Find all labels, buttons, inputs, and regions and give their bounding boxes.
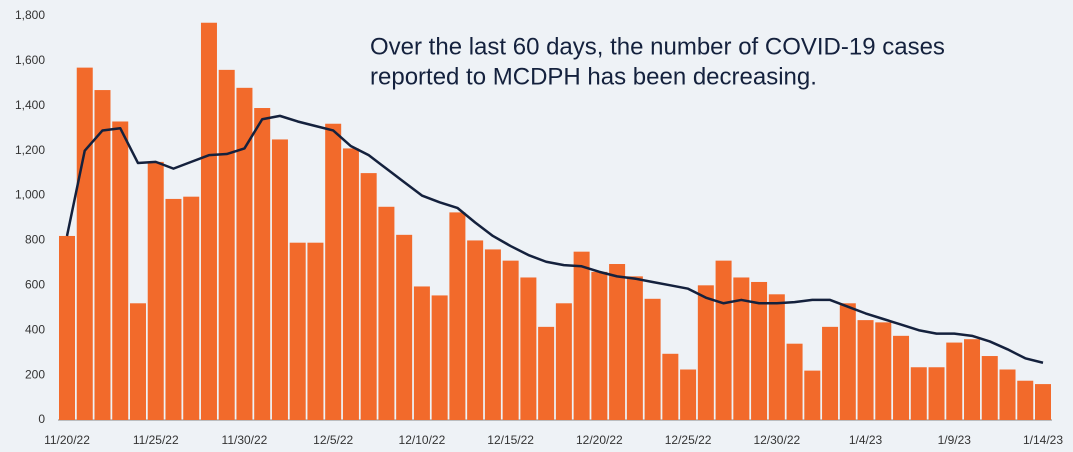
bar: [822, 326, 839, 420]
trend-line: [65, 114, 1044, 364]
bar: [768, 294, 785, 420]
y-tick-label: 1,200: [15, 143, 45, 157]
bar: [857, 320, 874, 420]
bar: [928, 367, 945, 420]
bar: [325, 123, 342, 420]
bar: [626, 276, 643, 420]
x-tick-label: 12/25/22: [665, 433, 712, 447]
x-tick-label: 11/30/22: [222, 433, 268, 447]
bar: [413, 286, 430, 420]
bar: [76, 67, 93, 420]
bar: [112, 121, 129, 420]
bar: [165, 198, 182, 420]
y-tick-label: 200: [25, 367, 45, 381]
x-tick-label: 1/9/23: [938, 433, 972, 447]
bar: [964, 339, 981, 420]
bar: [520, 277, 537, 420]
bar: [804, 370, 821, 420]
x-tick-label: 12/5/22: [313, 433, 353, 447]
bar: [378, 206, 395, 420]
bar: [644, 298, 661, 420]
bar: [981, 356, 998, 420]
bar: [591, 271, 608, 420]
bar: [697, 285, 714, 420]
bar: [236, 87, 253, 421]
bar: [573, 251, 590, 420]
bar: [218, 69, 235, 420]
bar: [893, 335, 910, 420]
annotation: Over the last 60 days, the number of COV…: [370, 33, 945, 60]
bar: [538, 326, 555, 420]
x-tick-label: 12/10/22: [399, 433, 446, 447]
bar: [1035, 384, 1051, 420]
bar: [680, 369, 697, 420]
bar: [715, 260, 732, 420]
bar: [449, 212, 466, 420]
bar: [200, 22, 217, 420]
bar: [999, 369, 1016, 420]
x-tick-label: 11/20/22: [44, 433, 90, 447]
annotation: reported to MCDPH has been decreasing.: [370, 63, 817, 90]
bar: [946, 342, 963, 420]
bar: [129, 303, 146, 420]
bar: [910, 367, 927, 420]
x-tick-label: 1/4/23: [849, 433, 883, 447]
bar: [751, 281, 768, 420]
x-tick-label: 12/30/22: [753, 433, 800, 447]
bar: [786, 343, 803, 420]
bar: [307, 242, 324, 420]
x-tick-label: 11/25/22: [133, 433, 179, 447]
bar: [396, 234, 413, 420]
y-tick-label: 1,400: [15, 98, 45, 112]
y-tick-label: 800: [25, 233, 45, 247]
bar: [360, 173, 377, 420]
bar: [733, 277, 750, 420]
bar: [1017, 380, 1034, 420]
bar: [484, 249, 501, 420]
bar: [271, 139, 288, 420]
y-tick-label: 0: [38, 412, 45, 426]
bar: [289, 242, 306, 420]
bar: [609, 264, 626, 420]
bar: [254, 108, 271, 421]
x-tick-label: 12/15/22: [487, 433, 534, 447]
y-tick-label: 600: [25, 278, 45, 292]
bar: [147, 161, 164, 420]
bar: [839, 303, 856, 420]
y-tick-label: 400: [25, 322, 45, 336]
bar: [662, 353, 679, 420]
bar: [555, 303, 572, 420]
x-tick-label: 12/20/22: [576, 433, 623, 447]
y-tick-label: 1,000: [15, 188, 45, 202]
y-tick-label: 1,800: [15, 8, 45, 22]
bar: [431, 295, 448, 420]
bar: [502, 260, 519, 420]
bar: [342, 148, 359, 420]
x-tick-label: 1/14/23: [1023, 433, 1063, 447]
bar: [183, 196, 200, 420]
bar: [59, 235, 75, 420]
y-tick-label: 1,600: [15, 53, 45, 67]
bar: [467, 240, 484, 420]
bar: [875, 322, 892, 420]
bar: [94, 90, 111, 421]
